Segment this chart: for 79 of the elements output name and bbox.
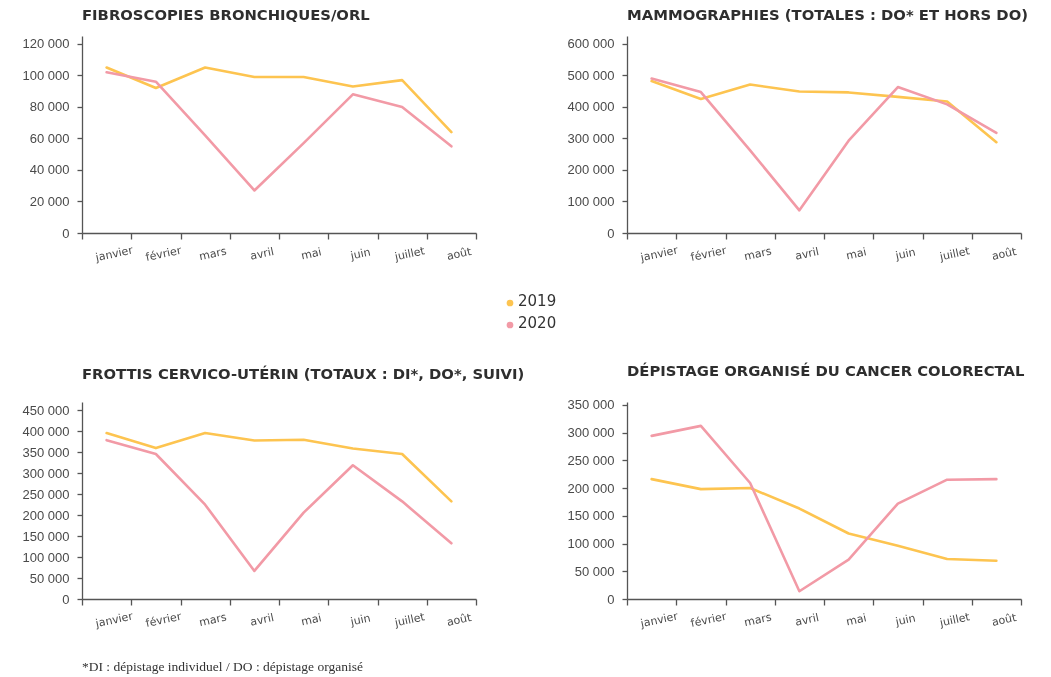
- y-tick-label: 300 000: [567, 425, 615, 441]
- y-tick-label: 300 000: [22, 465, 70, 481]
- y-tick-label: 50 000: [29, 570, 70, 586]
- legend-label: 2019: [518, 292, 557, 310]
- chart-title: MAMMOGRAPHIES (TOTALES : DO* ET HORS DO): [627, 6, 1028, 24]
- y-tick-label: 100 000: [22, 549, 70, 565]
- x-tick-label: janvier: [638, 243, 680, 265]
- chart-title: FIBROSCOPIES BRONCHIQUES/ORL: [82, 6, 371, 24]
- line-series: [650, 79, 998, 144]
- legend-label: 2020: [518, 314, 557, 332]
- y-tick-label: 60 000: [29, 130, 70, 146]
- x-tick-label: avril: [248, 611, 276, 629]
- y-tick-label: 100 000: [567, 193, 615, 209]
- x-tick-label: avril: [793, 245, 821, 263]
- y-tick-label: 0: [62, 591, 70, 607]
- x-tick-label: janvier: [638, 609, 680, 631]
- x-tick-label: février: [144, 609, 183, 630]
- x-tick-label: mars: [742, 610, 773, 630]
- x-tick-label: mai: [844, 245, 868, 263]
- line-series: [105, 438, 453, 573]
- x-tick-label: mars: [197, 610, 228, 630]
- chart-title: DÉPISTAGE ORGANISÉ DU CANCER COLORECTAL: [627, 361, 1025, 379]
- x-tick-label: juillet: [392, 610, 427, 630]
- y-tick-label: 600 000: [567, 36, 615, 52]
- x-tick-label: juin: [893, 611, 917, 629]
- y-tick-label: 250 000: [22, 486, 70, 502]
- x-tick-label: juin: [348, 245, 372, 263]
- line-series: [650, 477, 998, 563]
- y-tick-label: 40 000: [29, 162, 70, 178]
- y-tick-label: 400 000: [567, 99, 615, 115]
- y-tick-label: 20 000: [29, 193, 70, 209]
- y-tick-label: 500 000: [567, 67, 615, 83]
- y-tick-label: 450 000: [22, 402, 70, 418]
- y-tick-label: 150 000: [567, 508, 615, 524]
- y-tick-label: 0: [607, 225, 615, 241]
- y-tick-label: 200 000: [567, 162, 615, 178]
- x-tick-label: août: [990, 610, 1019, 629]
- chart-title: FROTTIS CERVICO-UTÉRIN (TOTAUX : DI*, DO*, SUIVI): [82, 365, 525, 383]
- y-tick-label: 120 000: [22, 36, 70, 52]
- x-tick-label: août: [445, 610, 474, 629]
- y-tick-label: 300 000: [567, 130, 615, 146]
- y-tick-label: 80 000: [29, 99, 70, 115]
- x-tick-label: avril: [248, 245, 276, 263]
- y-tick-label: 100 000: [22, 67, 70, 83]
- x-tick-label: mai: [844, 611, 868, 629]
- x-tick-label: juin: [348, 611, 372, 629]
- y-tick-label: 350 000: [567, 397, 615, 413]
- x-tick-label: août: [445, 244, 474, 263]
- x-tick-label: juin: [893, 245, 917, 263]
- x-tick-label: février: [689, 609, 728, 630]
- y-tick-label: 0: [62, 225, 70, 241]
- x-tick-label: février: [689, 243, 728, 264]
- y-tick-label: 0: [607, 591, 615, 607]
- x-tick-label: juillet: [937, 610, 972, 630]
- line-series: [105, 66, 453, 134]
- y-tick-label: 50 000: [574, 563, 615, 579]
- x-tick-label: août: [990, 244, 1019, 263]
- y-tick-label: 100 000: [567, 536, 615, 552]
- x-tick-label: janvier: [93, 243, 135, 265]
- y-tick-label: 200 000: [567, 480, 615, 496]
- y-tick-label: 200 000: [22, 507, 70, 523]
- text: *DI : dépistage individuel / DO : dépistage organisé: [82, 659, 363, 674]
- y-tick-label: 250 000: [567, 452, 615, 468]
- x-tick-label: mars: [197, 244, 228, 264]
- line-series: [650, 424, 998, 593]
- y-tick-label: 350 000: [22, 444, 70, 460]
- x-tick-label: juillet: [937, 244, 972, 264]
- line-series: [105, 70, 453, 192]
- x-tick-label: janvier: [93, 609, 135, 631]
- x-tick-label: juillet: [392, 244, 427, 264]
- x-tick-label: avril: [793, 611, 821, 629]
- line-series: [105, 431, 453, 503]
- x-tick-label: mars: [742, 244, 773, 264]
- y-tick-label: 400 000: [22, 423, 70, 439]
- x-tick-label: mai: [299, 611, 323, 629]
- x-tick-label: février: [144, 243, 183, 264]
- y-tick-label: 150 000: [22, 528, 70, 544]
- x-tick-label: mai: [299, 245, 323, 263]
- line-series: [650, 77, 998, 212]
